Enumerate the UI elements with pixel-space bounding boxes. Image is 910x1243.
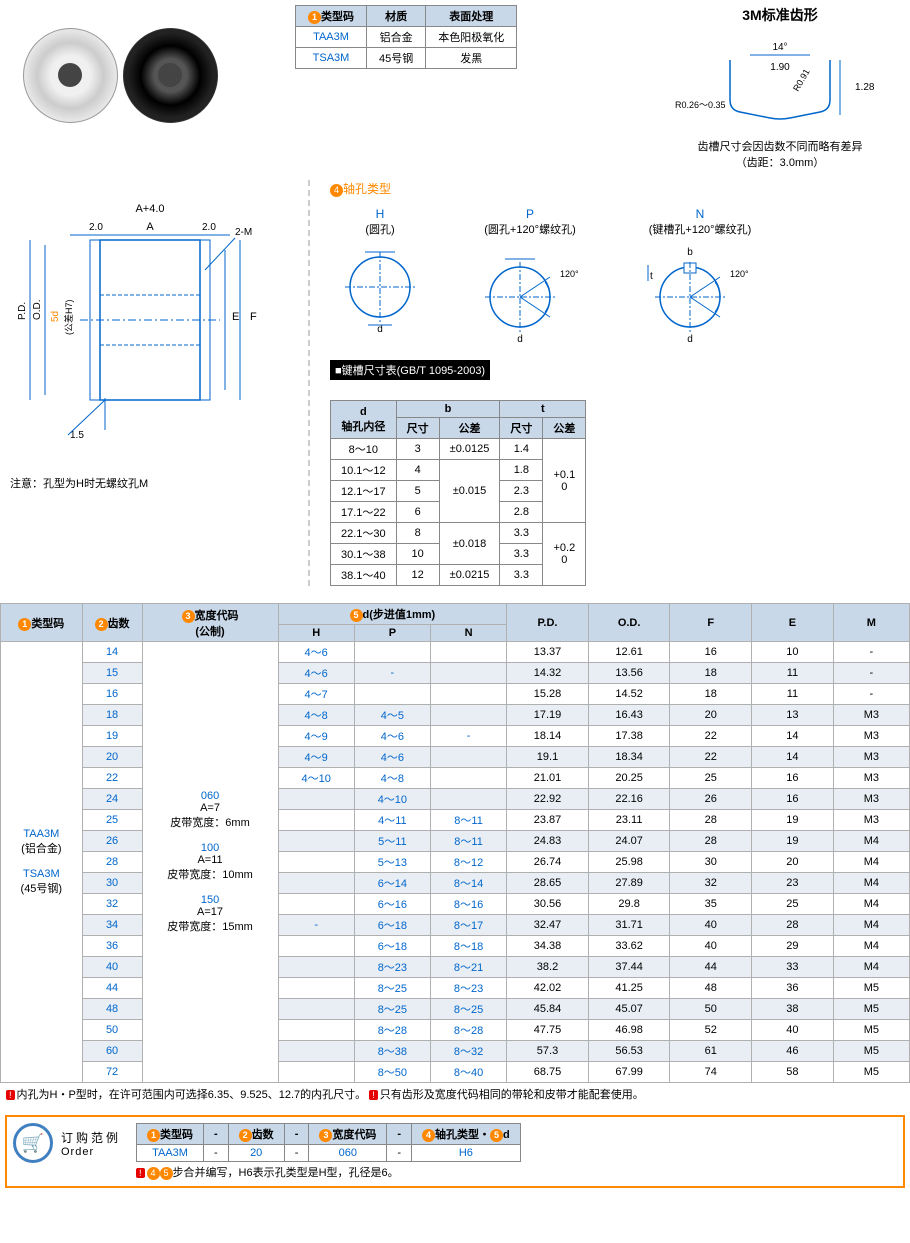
hole-type-h: H (圆孔) d xyxy=(330,207,430,350)
svg-text:F: F xyxy=(250,311,257,323)
svg-text:2-M: 2-M xyxy=(235,227,252,238)
svg-text:R0.26～0.35: R0.26～0.35 xyxy=(675,100,726,110)
svg-text:R0.91: R0.91 xyxy=(791,67,812,93)
product-photo xyxy=(5,5,235,145)
pulley-silver xyxy=(23,28,118,123)
technical-drawing: A+4.0 A 2.0 2.0 2-M P.D. O.D. 5d (公差H7) … xyxy=(10,180,310,586)
svg-text:O.D.: O.D. xyxy=(32,299,43,320)
svg-text:t: t xyxy=(650,271,653,282)
svg-text:d: d xyxy=(687,334,693,345)
specification-table: 1类型码 2齿数 3宽度代码 (公制) 5d(步进值1mm) P.D. O.D.… xyxy=(0,603,910,1083)
svg-text:5d: 5d xyxy=(50,311,61,322)
key-dimension-table: d 轴孔内径bt 尺寸公差尺寸公差 8～103±0.01251.4+0.1 0 … xyxy=(330,400,586,586)
svg-text:1.90: 1.90 xyxy=(770,62,790,73)
svg-text:120°: 120° xyxy=(730,269,749,279)
footnote: !内孔为H・P型时，在许可范围内可选择6.35、9.525、12.7的内孔尺寸。… xyxy=(0,1083,910,1105)
hole-type-p: P (圆孔+120°螺纹孔) 120°d xyxy=(460,207,600,350)
key-table-title: ■键槽尺寸表(GB/T 1095-2003) xyxy=(330,360,490,380)
svg-text:2.0: 2.0 xyxy=(202,222,216,233)
svg-text:A+4.0: A+4.0 xyxy=(135,203,164,215)
hole-type-n: N (键槽孔+120°螺纹孔) 120°btd xyxy=(630,207,770,350)
pulley-black xyxy=(123,28,218,123)
svg-text:1.28: 1.28 xyxy=(855,82,875,93)
order-example: 🛒 订购范例Order 1类型码-2齿数-3宽度代码-4轴孔类型・5d TAA3… xyxy=(5,1115,905,1188)
svg-text:d: d xyxy=(517,334,523,345)
svg-text:(公差H7): (公差H7) xyxy=(63,299,74,335)
svg-text:E: E xyxy=(232,311,239,323)
svg-text:P.D.: P.D. xyxy=(17,302,28,320)
drawing-note: 注意：孔型为H时无螺纹孔M xyxy=(10,475,293,491)
svg-text:A: A xyxy=(146,221,154,233)
svg-text:d: d xyxy=(377,324,383,335)
svg-text:b: b xyxy=(687,247,693,258)
svg-text:120°: 120° xyxy=(560,269,579,279)
tooth-profile: 3M标准齿形 14° 1.90 1.28 R0.26～0.35 R0.91 齿槽… xyxy=(655,5,905,170)
material-table: 1类型码材质表面处理 TAA3M铝合金本色阳极氧化 TSA3M45号钢发黑 xyxy=(295,5,517,69)
svg-text:2.0: 2.0 xyxy=(89,222,103,233)
svg-text:14°: 14° xyxy=(772,42,787,53)
cart-icon: 🛒 xyxy=(13,1123,53,1163)
